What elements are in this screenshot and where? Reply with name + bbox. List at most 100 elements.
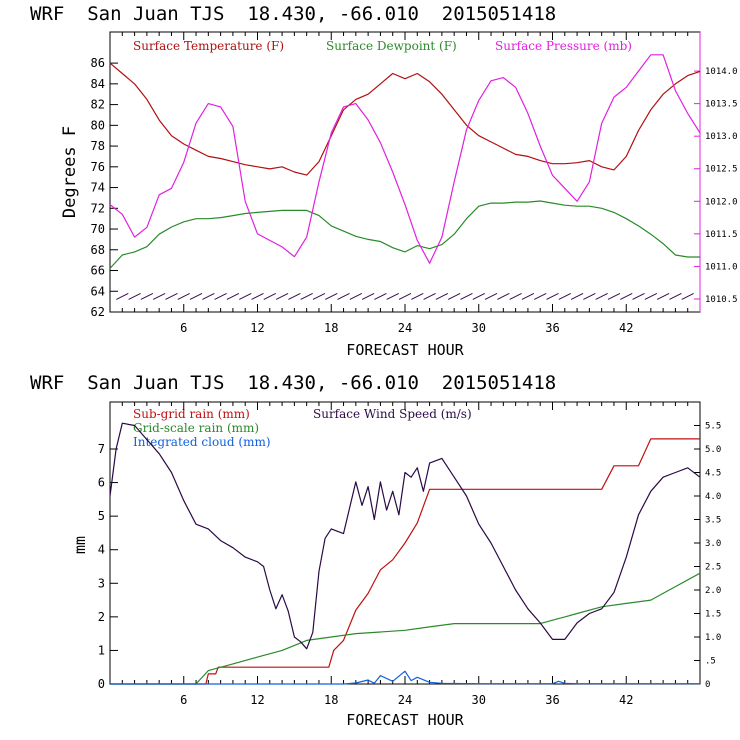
series-surface-wind-speed-m-s [109,422,701,650]
y2-tick-label: 1.5 [705,610,721,620]
wind-barb [300,292,313,300]
x-tick-label: 12 [250,693,264,707]
y2-tick-label: 3.5 [705,516,721,526]
legend-surface-dewpoint: Surface Dewpoint (F) [326,39,457,53]
wind-barb [521,292,535,300]
wind-barb [607,292,621,300]
chart2-y-axis-label: mm [71,536,89,554]
series-surface-dewpoint-f [109,200,700,269]
y-tick-label: 5 [98,509,105,523]
y-tick-label: 66 [91,264,105,278]
y2-tick-label: 2.5 [705,563,721,573]
series-sub-grid-rain-mm [110,438,700,685]
y2-tick-label: 1011.0 [705,262,738,272]
y2-tick-label: 1013.5 [705,100,738,110]
wind-barb [288,292,301,300]
wind-barb [435,292,449,300]
x-tick-label: 18 [324,693,338,707]
wind-barb [644,292,658,300]
y2-tick-label: 4.5 [705,469,721,479]
y-tick-label: 2 [98,610,105,624]
x-tick-label: 36 [545,693,559,707]
series-surface-temperature-f [109,62,701,176]
y-tick-label: 80 [91,118,105,132]
series-grid-scale-rain-mm [110,572,701,685]
x-tick-label: 42 [619,693,633,707]
y-tick-label: 76 [91,160,105,174]
wind-barb [460,292,473,300]
y-tick-label: 64 [91,284,105,298]
y-tick-label: 62 [91,305,105,319]
wind-barb [656,292,670,300]
chart1-ticks: 6 12 18 24 30 36 42 62 64 66 68 70 72 74 76 78 80 82 84 86 1… [91,32,738,335]
wind-barb [497,292,510,300]
y2-tick-label: 1012.5 [705,165,738,175]
x-tick-label: 30 [472,321,486,335]
chart2-ticks: 6 12 18 24 30 36 42012345670.51.01.52.02.53.03… [98,402,721,707]
chart1-x-axis-label: FORECAST HOUR [346,341,464,359]
y2-tick-label: 1.0 [705,633,721,643]
wind-barb [620,292,633,300]
y2-tick-label: 1012.0 [705,197,738,207]
chart2-title: WRF San Juan TJS 18.430, -66.010 2015051… [30,372,556,394]
y-tick-label: 4 [98,543,105,557]
y-tick-label: 0 [98,677,105,691]
wind-barb [472,292,485,300]
precipitation-chart: WRF San Juan TJS 18.430, -66.010 2015051… [30,372,721,729]
wind-barb [116,292,129,300]
wind-barb [140,292,154,300]
wind-barb [558,292,572,300]
legend-surface-wind-speed: Surface Wind Speed (m/s) [313,407,472,421]
y-tick-label: 7 [98,442,105,456]
x-tick-label: 6 [180,693,187,707]
wind-barb [128,292,141,300]
x-tick-label: 6 [180,321,187,335]
wind-barb [275,292,289,300]
chart2-x-axis-label: FORECAST HOUR [346,711,464,729]
chart1-series [109,54,701,300]
temperature-chart: WRF San Juan TJS 18.430, -66.010 2015051… [30,3,738,359]
wind-barb [423,292,436,300]
wind-barb [509,292,522,300]
wind-barb [546,292,559,300]
wind-barb [361,292,375,300]
y2-tick-label: 1013.0 [705,132,738,142]
series-integrated-cloud-mm [110,670,700,685]
wind-barb [177,292,190,300]
y2-tick-label: 3.0 [705,539,721,549]
wind-barb [595,292,608,300]
y-tick-label: 78 [91,139,105,153]
wind-barb [238,292,252,300]
chart1-frame [109,31,701,313]
wind-barb [533,292,547,300]
wind-barb [263,292,277,300]
wind-barb [669,292,682,300]
y2-tick-label: 1010.5 [705,295,738,305]
y2-tick-label: 0 [705,680,710,690]
wind-barb [349,292,363,300]
series-surface-pressure-mb [109,54,701,264]
x-tick-label: 18 [324,321,338,335]
wind-barb [202,292,215,300]
y-tick-label: 82 [91,98,105,112]
y2-tick-label: 5.5 [705,422,721,432]
legend-surface-temperature: Surface Temperature (F) [133,39,284,53]
chart1-y-axis-label: Degrees F [60,126,80,218]
y2-tick-label: .5 [705,657,716,667]
wind-barb [447,292,461,300]
x-tick-label: 36 [545,321,559,335]
wind-barb [337,292,350,300]
y2-tick-label: 2.0 [705,586,721,596]
wind-barb [226,292,240,300]
legend-subgrid-rain: Sub-grid rain (mm) [133,407,250,421]
wind-barb [325,292,338,300]
legend-gridscale-rain: Grid-scale rain (mm) [133,421,259,435]
wind-barb [152,292,166,300]
wind-barb [386,292,399,300]
y-tick-label: 86 [91,56,105,70]
x-tick-label: 24 [398,321,412,335]
wind-barb [312,292,326,300]
legend-integrated-cloud: Integrated cloud (mm) [133,435,271,449]
y-tick-label: 68 [91,243,105,257]
y2-tick-label: 5.0 [705,445,721,455]
